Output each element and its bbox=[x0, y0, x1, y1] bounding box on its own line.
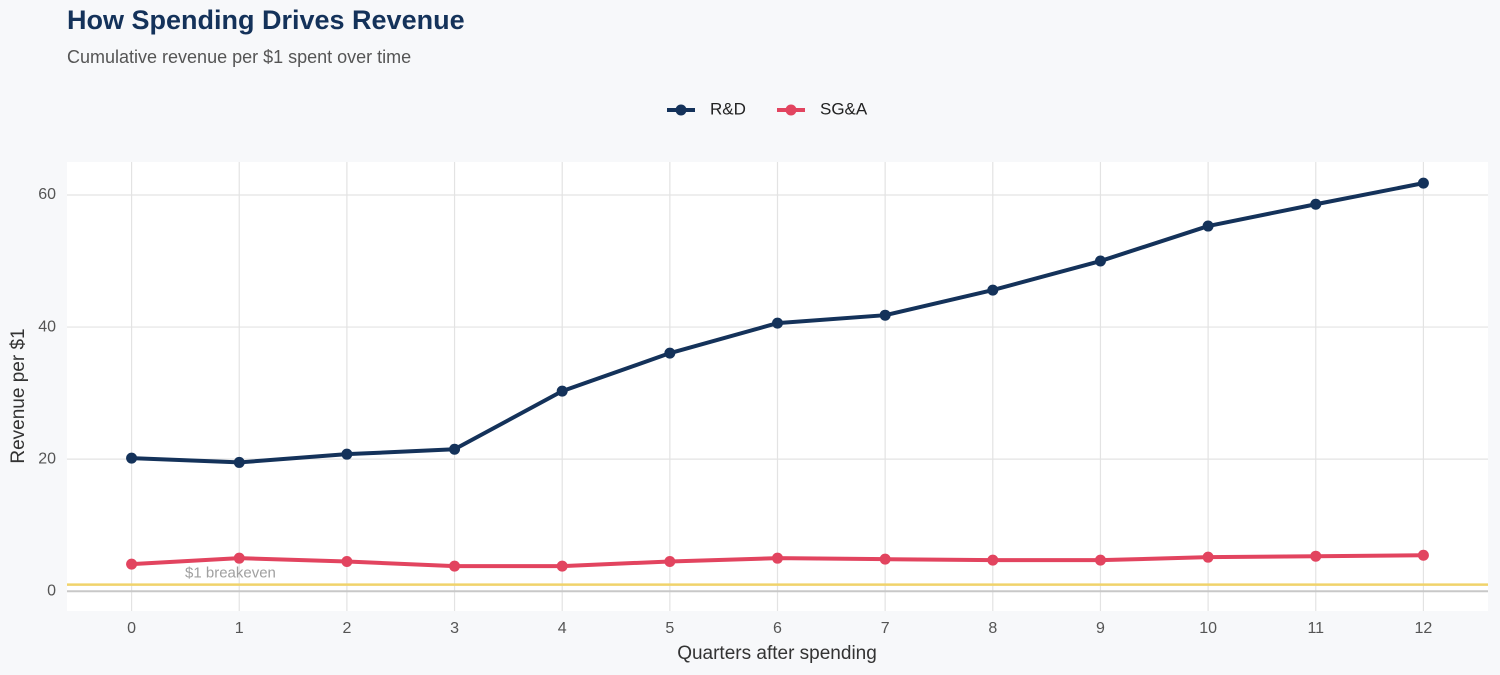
data-point bbox=[341, 448, 353, 460]
data-point bbox=[449, 560, 461, 572]
data-point bbox=[987, 554, 999, 566]
legend-label: SG&A bbox=[820, 99, 868, 118]
data-point bbox=[1202, 220, 1214, 232]
data-point bbox=[772, 552, 783, 564]
data-point bbox=[556, 560, 568, 572]
data-point bbox=[879, 553, 891, 565]
data-point bbox=[987, 284, 999, 296]
data-point bbox=[664, 347, 676, 359]
y-axis-label: Revenue per $1 bbox=[8, 328, 29, 463]
x-tick-label: 7 bbox=[881, 620, 890, 637]
reference-label: $1 breakeven bbox=[185, 565, 276, 582]
data-point bbox=[1094, 255, 1106, 267]
data-point bbox=[1310, 550, 1322, 562]
data-point bbox=[1202, 551, 1214, 563]
y-tick-label: 40 bbox=[38, 318, 56, 335]
x-tick-label: 9 bbox=[1096, 620, 1105, 637]
x-tick-label: 10 bbox=[1199, 620, 1217, 637]
data-point bbox=[664, 555, 676, 567]
x-tick-label: 6 bbox=[773, 620, 782, 637]
data-point bbox=[126, 452, 138, 464]
x-tick-label: 2 bbox=[342, 620, 351, 637]
data-point bbox=[233, 552, 245, 564]
data-point bbox=[1417, 549, 1429, 561]
data-point bbox=[449, 443, 461, 455]
x-tick-label: 11 bbox=[1307, 620, 1324, 637]
x-tick-label: 8 bbox=[988, 620, 997, 637]
y-tick-label: 20 bbox=[38, 450, 56, 467]
legend-swatch-dot bbox=[785, 104, 797, 116]
x-tick-label: 12 bbox=[1415, 620, 1433, 637]
chart-title: How Spending Drives Revenue bbox=[67, 5, 465, 35]
x-tick-label: 5 bbox=[665, 620, 674, 637]
x-tick-label: 0 bbox=[127, 620, 136, 637]
x-tick-label: 4 bbox=[558, 620, 567, 637]
chart-subtitle: Cumulative revenue per $1 spent over tim… bbox=[67, 47, 411, 67]
y-tick-label: 0 bbox=[47, 582, 56, 599]
x-axis-label: Quarters after spending bbox=[677, 643, 877, 664]
x-tick-label: 1 bbox=[235, 620, 244, 637]
data-point bbox=[879, 309, 891, 321]
data-point bbox=[556, 385, 568, 397]
data-point bbox=[772, 317, 783, 329]
x-tick-label: 3 bbox=[450, 620, 459, 637]
data-point bbox=[1094, 554, 1106, 566]
y-tick-label: 60 bbox=[38, 186, 56, 203]
data-point bbox=[341, 555, 353, 567]
data-point bbox=[233, 456, 245, 468]
data-point bbox=[126, 558, 138, 570]
legend-swatch-dot bbox=[675, 104, 687, 116]
data-point bbox=[1310, 198, 1322, 210]
legend-label: R&D bbox=[710, 99, 746, 118]
data-point bbox=[1417, 177, 1429, 189]
